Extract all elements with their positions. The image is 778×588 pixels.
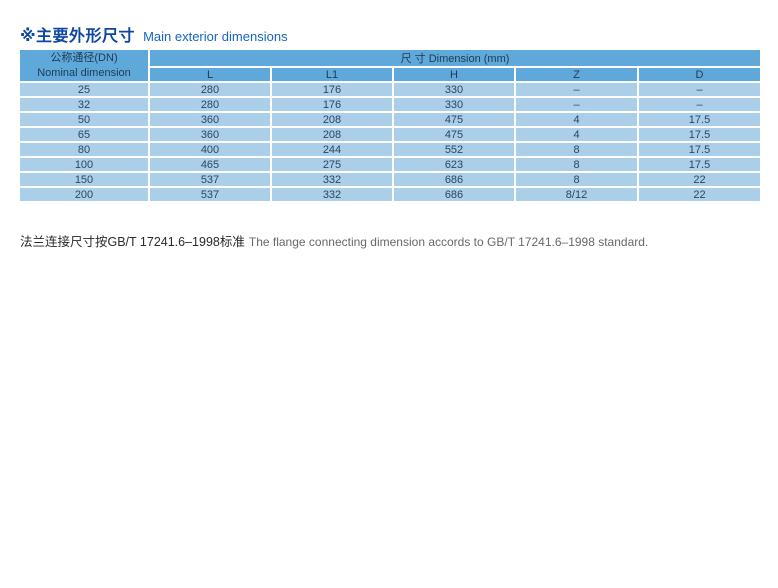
table-row-dn200: 200 537 332 686 8/12 22 — [18, 186, 763, 203]
cell-dn: 100 — [18, 156, 150, 173]
col-header-D: D — [636, 66, 763, 83]
cell-Z: 4 — [514, 111, 639, 128]
col-header-H: H — [392, 66, 516, 83]
table-row-dn65: 65 360 208 475 4 17.5 — [18, 126, 763, 143]
corner-header-zh: 公称通径(DN) — [50, 52, 118, 65]
cell-L: 360 — [148, 126, 272, 143]
cell-L: 280 — [148, 96, 272, 113]
cell-dn: 80 — [18, 141, 150, 158]
cell-H: 330 — [392, 96, 516, 113]
col-header-Z: Z — [514, 66, 639, 83]
cell-D: 17.5 — [636, 111, 763, 128]
cell-H: 475 — [392, 111, 516, 128]
table-row-dn25: 25 280 176 330 – – — [18, 81, 763, 98]
col-header-L1: L1 — [270, 66, 394, 83]
cell-D: 17.5 — [636, 126, 763, 143]
cell-L1: 176 — [270, 81, 394, 98]
cell-L: 465 — [148, 156, 272, 173]
group-header-dimension: 尺 寸 Dimension (mm) — [147, 48, 763, 68]
cell-L1: 208 — [270, 126, 394, 143]
cell-L1: 275 — [270, 156, 394, 173]
table-row-dn80: 80 400 244 552 8 17.5 — [18, 141, 763, 158]
cell-dn: 50 — [18, 111, 150, 128]
table-row-dn32: 32 280 176 330 – – — [18, 96, 763, 113]
cell-D: 22 — [636, 171, 763, 188]
cell-L: 400 — [148, 141, 272, 158]
cell-L1: 332 — [270, 186, 394, 203]
cell-Z: 4 — [514, 126, 639, 143]
cell-H: 475 — [392, 126, 516, 143]
cell-H: 552 — [392, 141, 516, 158]
dimensions-table: 公称通径(DN) Nominal dimension 尺 寸 Dimension… — [18, 48, 763, 203]
cell-dn: 150 — [18, 171, 150, 188]
cell-H: 623 — [392, 156, 516, 173]
cell-L: 360 — [148, 111, 272, 128]
cell-dn: 32 — [18, 96, 150, 113]
cell-dn: 25 — [18, 81, 150, 98]
cell-D: 17.5 — [636, 156, 763, 173]
flange-standard-note: 法兰连接尺寸按GB/T 17241.6–1998标准 The flange con… — [20, 231, 648, 251]
cell-L1: 244 — [270, 141, 394, 158]
cell-Z: 8 — [514, 156, 639, 173]
section-title-zh: ※主要外形尺寸 — [20, 28, 136, 45]
cell-Z: – — [514, 96, 639, 113]
corner-header-en: Nominal dimension — [37, 66, 131, 79]
cell-Z: 8/12 — [514, 186, 639, 203]
table-row-dn50: 50 360 208 475 4 17.5 — [18, 111, 763, 128]
cell-L: 537 — [148, 171, 272, 188]
cell-L1: 176 — [270, 96, 394, 113]
cell-L: 280 — [148, 81, 272, 98]
table-row-dn100: 100 465 275 623 8 17.5 — [18, 156, 763, 173]
cell-D: 22 — [636, 186, 763, 203]
cell-H: 330 — [392, 81, 516, 98]
flange-standard-note-zh: 法兰连接尺寸按GB/T 17241.6–1998标准 — [20, 235, 245, 249]
col-header-L: L — [148, 66, 272, 83]
cell-D: – — [636, 96, 763, 113]
cell-L1: 208 — [270, 111, 394, 128]
cell-D: 17.5 — [636, 141, 763, 158]
section-title-en: Main exterior dimensions — [143, 29, 288, 44]
cell-Z: 8 — [514, 141, 639, 158]
cell-H: 686 — [392, 186, 516, 203]
cell-H: 686 — [392, 171, 516, 188]
cell-D: – — [636, 81, 763, 98]
section-title: ※主要外形尺寸 Main exterior dimensions — [20, 22, 288, 46]
cell-Z: – — [514, 81, 639, 98]
cell-Z: 8 — [514, 171, 639, 188]
cell-L1: 332 — [270, 171, 394, 188]
cell-dn: 200 — [18, 186, 150, 203]
cell-dn: 65 — [18, 126, 150, 143]
corner-header: 公称通径(DN) Nominal dimension — [18, 48, 150, 83]
cell-L: 537 — [148, 186, 272, 203]
flange-standard-note-en: The flange connecting dimension accords … — [248, 235, 649, 249]
table-row-dn150: 150 537 332 686 8 22 — [18, 171, 763, 188]
